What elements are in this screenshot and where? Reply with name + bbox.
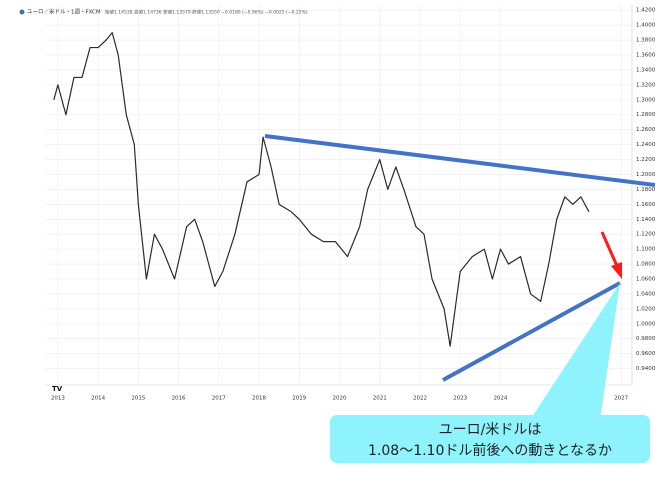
resistance-line [264, 134, 655, 187]
y-tick-label: 0.98000 [636, 336, 655, 342]
x-tick-label: 2013 [51, 396, 65, 402]
y-tick-label: 1.06000 [636, 276, 655, 282]
symbol-icon [19, 9, 25, 15]
y-tick-label: 1.30000 [636, 97, 655, 103]
x-tick-label: 2027 [614, 396, 628, 402]
x-tick-label: 2019 [292, 396, 306, 402]
y-tick-label: 1.18000 [636, 187, 655, 193]
y-tick-label: 1.26000 [636, 127, 655, 133]
logo: TV [52, 385, 63, 393]
y-tick-label: 1.20000 [636, 172, 655, 178]
arrow-head [611, 262, 622, 279]
callout-box [330, 415, 650, 463]
x-tick-label: 2022 [413, 396, 427, 402]
x-tick-label: 2015 [131, 396, 145, 402]
x-tick-label: 2014 [91, 396, 105, 402]
plot [53, 32, 590, 347]
y-tick-label: 1.14000 [636, 217, 655, 223]
y-tick-label: 1.24000 [636, 142, 655, 148]
y-tick-label: 1.00000 [636, 321, 655, 327]
price-line [53, 32, 590, 347]
y-tick-label: 1.32000 [636, 82, 655, 88]
y-tick-label: 1.16000 [636, 202, 655, 208]
chart-subtitle: 始値1.14538 高値1.14736 安値1.13579 終値1.13550 … [105, 9, 308, 16]
callout-line: 1.08～1.10ドル前後への動きとなるか [368, 442, 612, 459]
x-tick-label: 2021 [373, 396, 387, 402]
chart-title: ユーロ／米ドル・1週・FXCM [27, 8, 101, 16]
arrow-shaft [600, 231, 619, 267]
x-tick-label: 2024 [493, 396, 507, 402]
y-tick-label: 1.12000 [636, 232, 655, 238]
y-tick-label: 1.38000 [636, 38, 655, 44]
support-line [442, 281, 621, 382]
callout-line: ユーロ/米ドルは [439, 422, 542, 438]
y-tick-label: 1.36000 [636, 53, 655, 59]
y-tick-label: 1.34000 [636, 67, 655, 73]
y-tick-label: 1.04000 [636, 291, 655, 297]
x-tick-label: 2016 [172, 396, 186, 402]
y-tick-label: 1.42000 [636, 8, 655, 14]
y-tick-label: 1.28000 [636, 112, 655, 118]
y-tick-label: 1.08000 [636, 262, 655, 268]
chart-panel [0, 0, 655, 405]
y-tick-label: 1.22000 [636, 157, 655, 163]
y-tick-label: 1.02000 [636, 306, 655, 312]
x-tick-label: 2023 [453, 396, 467, 402]
x-tick-label: 2020 [333, 396, 347, 402]
x-tick-label: 2018 [252, 396, 266, 402]
y-tick-label: 1.40000 [636, 23, 655, 29]
callout-pointer [530, 283, 620, 420]
x-tick-label: 2017 [212, 396, 226, 402]
y-tick-label: 1.10000 [636, 247, 655, 253]
